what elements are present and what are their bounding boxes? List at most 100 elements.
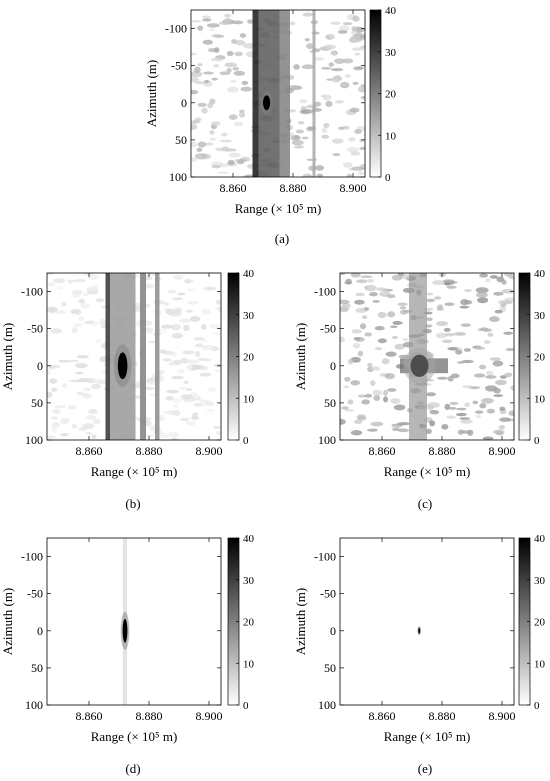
y-tick-label: 100	[318, 698, 336, 712]
heatmap-image	[47, 273, 221, 440]
colorbar: 0 10 20 30 40	[518, 533, 546, 712]
panel-caption: (a)	[275, 231, 289, 246]
x-tick-label: 8.860	[369, 709, 396, 723]
y-tick-label: -50	[320, 587, 336, 601]
colorbar-tick-label: 30	[243, 575, 255, 587]
y-tick-label: 100	[169, 170, 187, 184]
colorbar-tick-label: 0	[385, 172, 391, 184]
y-axis-label: Azimuth (m)	[0, 323, 15, 391]
x-tick-label: 8.900	[489, 709, 516, 723]
x-tick-label: 8.900	[489, 444, 516, 458]
y-axis-label: Azimuth (m)	[144, 60, 159, 128]
y-tick-label: 100	[25, 433, 43, 447]
x-tick-label: 8.880	[429, 709, 456, 723]
x-tick-label: 8.900	[196, 444, 223, 458]
axes-frame	[339, 272, 515, 441]
y-tick-label: 0	[37, 624, 43, 638]
heatmap-image	[340, 273, 514, 440]
y-tick-label: -100	[21, 550, 43, 564]
x-tick-label: 8.880	[136, 444, 163, 458]
y-tick-label: 0	[37, 359, 43, 373]
axes-frame	[46, 537, 222, 706]
x-tick-label: 8.880	[429, 444, 456, 458]
x-axis-label: Range (× 10⁵ m)	[384, 464, 471, 479]
y-tick-label: 50	[31, 396, 43, 410]
x-tick-label: 8.880	[136, 709, 163, 723]
colorbar-tick-label: 10	[243, 393, 255, 405]
colorbar: 0 10 20 30 40	[369, 5, 397, 184]
y-tick-label: 50	[175, 133, 187, 147]
colorbar-tick-label: 0	[243, 435, 249, 447]
y-tick-label: 100	[318, 433, 336, 447]
colorbar: 0 10 20 30 40	[227, 533, 255, 712]
target-blob	[418, 627, 421, 634]
colorbar-tick-label: 30	[385, 47, 397, 59]
x-tick-label: 8.860	[76, 709, 103, 723]
x-tick-label: 8.860	[369, 444, 396, 458]
x-axis-label: Range (× 10⁵ m)	[235, 201, 322, 216]
x-tick-label: 8.880	[280, 181, 307, 195]
colorbar-tick-label: 10	[385, 130, 397, 142]
x-axis-label: Range (× 10⁵ m)	[91, 464, 178, 479]
heatmap-image	[340, 538, 514, 705]
y-tick-label: 0	[181, 96, 187, 110]
colorbar-tick-label: 30	[243, 310, 255, 322]
y-tick-label: 100	[25, 698, 43, 712]
colorbar-tick-label: 40	[534, 533, 546, 545]
y-axis-label: Azimuth (m)	[293, 588, 308, 656]
colorbar-tick-label: 40	[243, 268, 255, 280]
colorbar-tick-label: 10	[534, 393, 546, 405]
colorbar-tick-label: 0	[534, 435, 540, 447]
y-tick-label: -100	[21, 285, 43, 299]
y-tick-label: -100	[165, 22, 187, 36]
heatmap-image	[47, 538, 221, 705]
panel-caption: (c)	[418, 496, 432, 511]
x-axis-label: Range (× 10⁵ m)	[384, 729, 471, 744]
y-tick-label: 0	[330, 624, 336, 638]
x-axis-label: Range (× 10⁵ m)	[91, 729, 178, 744]
colorbar-tick-label: 20	[243, 617, 255, 629]
colorbar-tick-label: 10	[534, 658, 546, 670]
colorbar-tick-label: 0	[534, 700, 540, 712]
y-tick-label: 50	[31, 661, 43, 675]
y-axis-label: Azimuth (m)	[293, 323, 308, 391]
colorbar-tick-label: 10	[243, 658, 255, 670]
y-tick-label: 50	[324, 661, 336, 675]
colorbar: 0 10 20 30 40	[518, 268, 546, 447]
x-tick-label: 8.860	[76, 444, 103, 458]
y-tick-label: 50	[324, 396, 336, 410]
y-tick-label: -100	[314, 550, 336, 564]
colorbar-tick-label: 40	[243, 533, 255, 545]
colorbar-tick-label: 20	[243, 352, 255, 364]
target-blob	[117, 352, 128, 380]
colorbar-tick-label: 20	[385, 89, 397, 101]
y-tick-label: -50	[27, 322, 43, 336]
target-blob	[263, 95, 271, 111]
colorbar-tick-label: 20	[534, 352, 546, 364]
panel-caption: (b)	[125, 496, 140, 511]
y-tick-label: -50	[171, 59, 187, 73]
panel-caption: (d)	[125, 761, 140, 776]
colorbar-tick-label: 0	[243, 700, 249, 712]
colorbar: 0 10 20 30 40	[227, 268, 255, 447]
y-tick-label: -50	[27, 587, 43, 601]
axes-frame	[339, 537, 515, 706]
x-tick-label: 8.860	[220, 181, 247, 195]
y-tick-label: -100	[314, 285, 336, 299]
colorbar-tick-label: 30	[534, 310, 546, 322]
target-blob	[410, 354, 429, 377]
y-axis-label: Azimuth (m)	[0, 588, 15, 656]
axes-frame	[190, 9, 366, 178]
axes-frame	[46, 272, 222, 441]
colorbar-tick-label: 20	[534, 617, 546, 629]
x-tick-label: 8.900	[340, 181, 367, 195]
y-tick-label: 0	[330, 359, 336, 373]
target-blob	[122, 618, 128, 643]
colorbar-tick-label: 30	[534, 575, 546, 587]
panel-caption: (e)	[418, 761, 432, 776]
